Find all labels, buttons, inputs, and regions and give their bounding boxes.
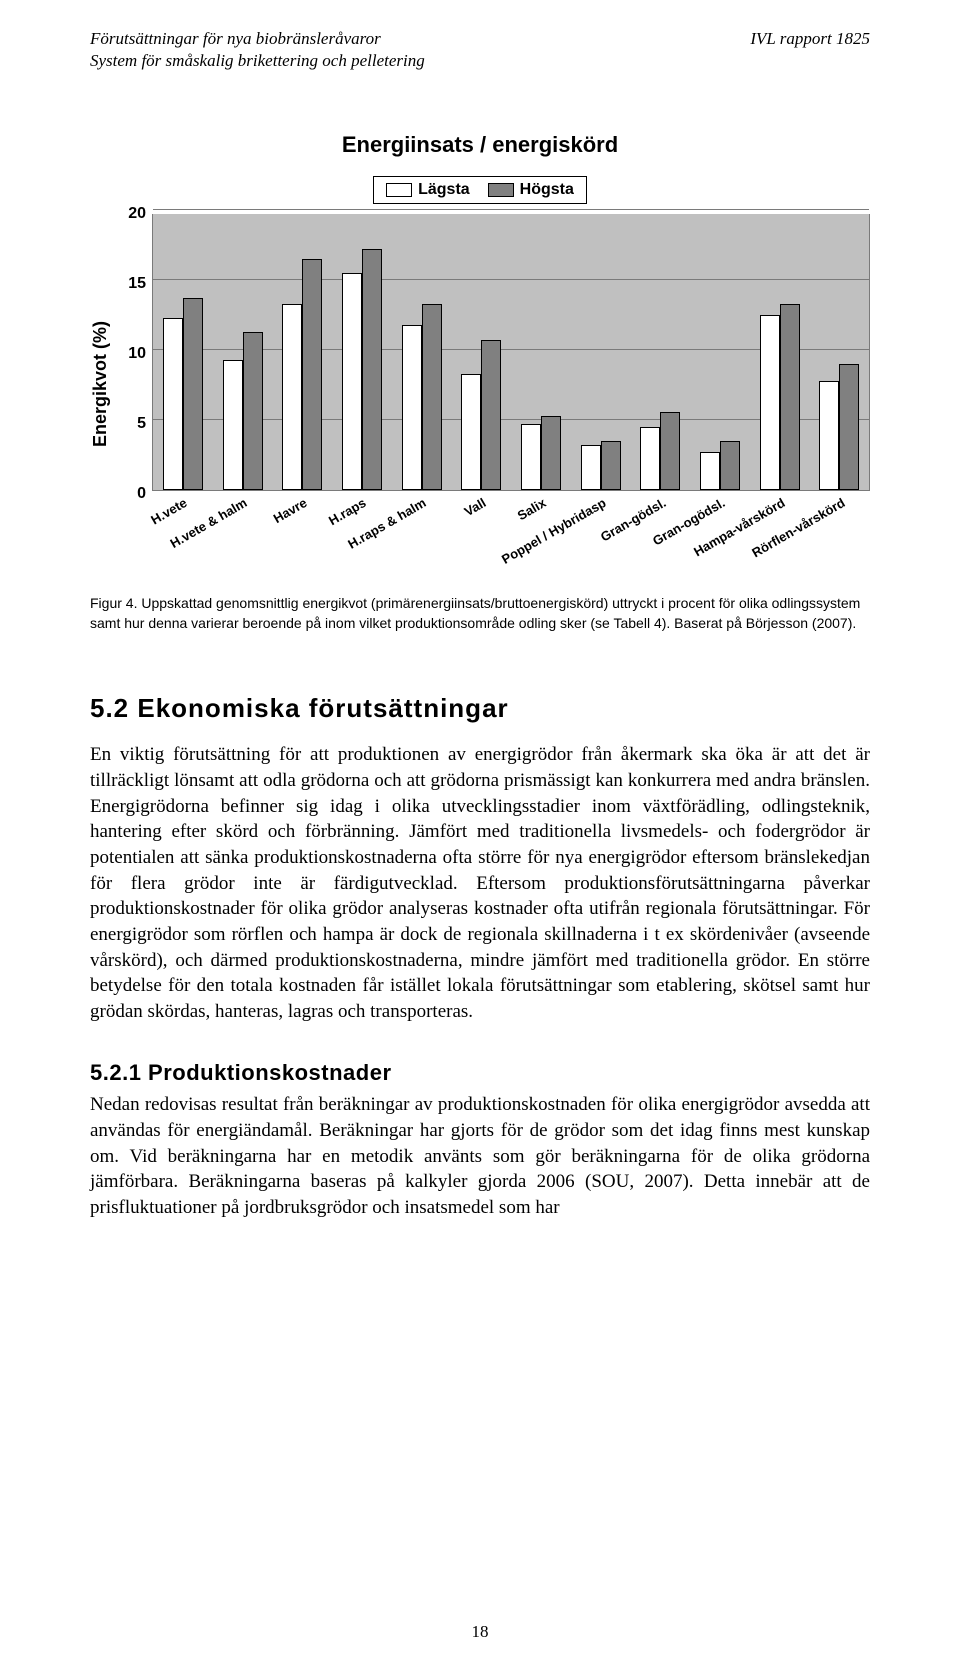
x-axis-labels: H.veteH.vete & halmHavreH.rapsH.raps & h… bbox=[152, 495, 870, 554]
bar-hogsta bbox=[660, 412, 680, 490]
bar-hogsta bbox=[362, 249, 382, 490]
bar-lagsta bbox=[223, 360, 243, 490]
bar-hogsta bbox=[183, 298, 203, 490]
header-left: Förutsättningar för nya biobränsleråvaro… bbox=[90, 28, 425, 72]
bar-lagsta bbox=[521, 424, 541, 490]
bar-group bbox=[750, 304, 810, 490]
bar-lagsta bbox=[700, 452, 720, 490]
bar-lagsta bbox=[342, 273, 362, 490]
legend-swatch-lagsta bbox=[386, 183, 412, 197]
bar-lagsta bbox=[640, 427, 660, 490]
legend-item-hogsta: Högsta bbox=[488, 181, 574, 199]
bar-lagsta bbox=[402, 325, 422, 490]
bar-group bbox=[153, 298, 213, 490]
plot-area bbox=[152, 214, 870, 491]
bar-group bbox=[451, 340, 511, 490]
legend-label-lagsta: Lägsta bbox=[418, 181, 470, 199]
bar-group bbox=[571, 441, 631, 490]
subsection-heading-5-2-1: 5.2.1 Produktionskostnader bbox=[90, 1060, 870, 1086]
x-tick-label: H.raps bbox=[326, 495, 369, 528]
page-header: Förutsättningar för nya biobränsleråvaro… bbox=[90, 28, 870, 72]
y-axis-ticks: 20 15 10 5 0 bbox=[116, 214, 152, 494]
bar-hogsta bbox=[839, 364, 859, 490]
bar-lagsta bbox=[581, 445, 601, 490]
bar-lagsta bbox=[760, 315, 780, 490]
header-right: IVL rapport 1825 bbox=[750, 28, 870, 72]
bar-group bbox=[809, 364, 869, 490]
legend-item-lagsta: Lägsta bbox=[386, 181, 470, 199]
bar-hogsta bbox=[422, 304, 442, 490]
doc-title-line2: System för småskalig brikettering och pe… bbox=[90, 50, 425, 72]
subsection-body-5-2-1: Nedan redovisas resultat från beräkninga… bbox=[90, 1092, 870, 1220]
bar-hogsta bbox=[481, 340, 501, 490]
doc-title-line1: Förutsättningar för nya biobränsleråvaro… bbox=[90, 28, 425, 50]
bar-lagsta bbox=[461, 374, 481, 490]
page-number: 18 bbox=[0, 1622, 960, 1642]
bar-group bbox=[332, 249, 392, 490]
y-axis-label: Energikvot (%) bbox=[90, 214, 116, 554]
bar-hogsta bbox=[541, 416, 561, 490]
bar-group bbox=[511, 416, 571, 490]
chart-title: Energiinsats / energiskörd bbox=[90, 132, 870, 158]
energy-chart: Energiinsats / energiskörd Lägsta Högsta… bbox=[90, 132, 870, 554]
x-tick-label: Salix bbox=[515, 495, 549, 523]
section-body-5-2: En viktig förutsättning för att produkti… bbox=[90, 742, 870, 1024]
bar-lagsta bbox=[163, 318, 183, 490]
bar-group bbox=[630, 412, 690, 490]
bar-group bbox=[690, 441, 750, 490]
legend-label-hogsta: Högsta bbox=[520, 181, 574, 199]
bar-hogsta bbox=[780, 304, 800, 490]
bar-group bbox=[272, 259, 332, 490]
bar-group bbox=[392, 304, 452, 490]
bar-hogsta bbox=[243, 332, 263, 490]
figure-caption: Figur 4. Uppskattad genomsnittlig energi… bbox=[90, 594, 870, 633]
x-tick-label: H.vete bbox=[148, 495, 189, 528]
bar-hogsta bbox=[601, 441, 621, 490]
x-tick-label: Vall bbox=[462, 495, 489, 519]
bar-lagsta bbox=[819, 381, 839, 490]
bar-hogsta bbox=[302, 259, 322, 490]
x-tick-label: Havre bbox=[270, 495, 309, 526]
bar-lagsta bbox=[282, 304, 302, 490]
legend-swatch-hogsta bbox=[488, 183, 514, 197]
section-heading-5-2: 5.2 Ekonomiska förutsättningar bbox=[90, 693, 870, 724]
bar-hogsta bbox=[720, 441, 740, 490]
chart-legend: Lägsta Högsta bbox=[90, 176, 870, 204]
bar-group bbox=[213, 332, 273, 490]
